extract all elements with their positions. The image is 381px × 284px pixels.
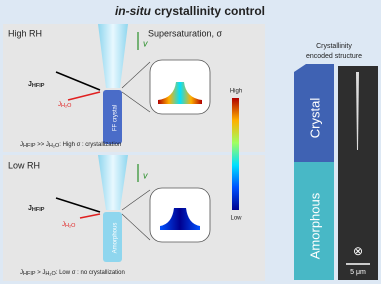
caption-part: >> J — [36, 142, 49, 148]
scale-label: 5 μm — [350, 269, 366, 276]
colorbar-label: Low — [230, 216, 242, 222]
colorbar — [232, 98, 239, 210]
caption-part: HFIP — [23, 143, 36, 149]
flux-sub: H₂O — [61, 103, 72, 109]
direction-symbol: ⊗ — [353, 244, 363, 258]
page: {"title": {"italic": "in-situ", "bold": … — [0, 0, 381, 284]
velocity: v — [143, 38, 148, 48]
flux-sub: HFIP — [32, 207, 45, 213]
title-italic: in-situ — [115, 4, 152, 18]
caption-part: > J — [36, 270, 46, 276]
condition: High RH — [8, 28, 42, 38]
colorbar-label: High — [230, 89, 242, 95]
flux-sub: H₂O — [65, 223, 76, 229]
velocity: v — [143, 170, 148, 180]
title: in-situ crystallinity control — [115, 4, 265, 18]
amorphous-label: Amorphous — [307, 192, 322, 259]
flux-label: JH₂O — [58, 102, 72, 110]
bottom-panel — [3, 155, 265, 281]
flux-sub: HFIP — [32, 83, 45, 89]
caption-part: HFIP — [23, 271, 36, 277]
title-bold: crystallinity control — [154, 4, 265, 18]
axis-label: Supersaturation, σ — [148, 28, 223, 38]
heading: encoded structure — [306, 53, 362, 60]
caption-part: : High σ : crystallization — [59, 142, 121, 148]
condition: Low RH — [8, 160, 40, 170]
flux-label: JH₂O — [62, 222, 76, 230]
figure: in-situ crystallinity control High RH Su… — [0, 0, 381, 284]
heading: Crystallinity — [316, 43, 352, 50]
rod-label: FF crystal — [113, 105, 119, 131]
rod-label: Amorphous — [113, 223, 119, 254]
crystal-label: Crystal — [307, 98, 322, 139]
caption-part: : Low σ : no crystallization — [56, 270, 125, 276]
